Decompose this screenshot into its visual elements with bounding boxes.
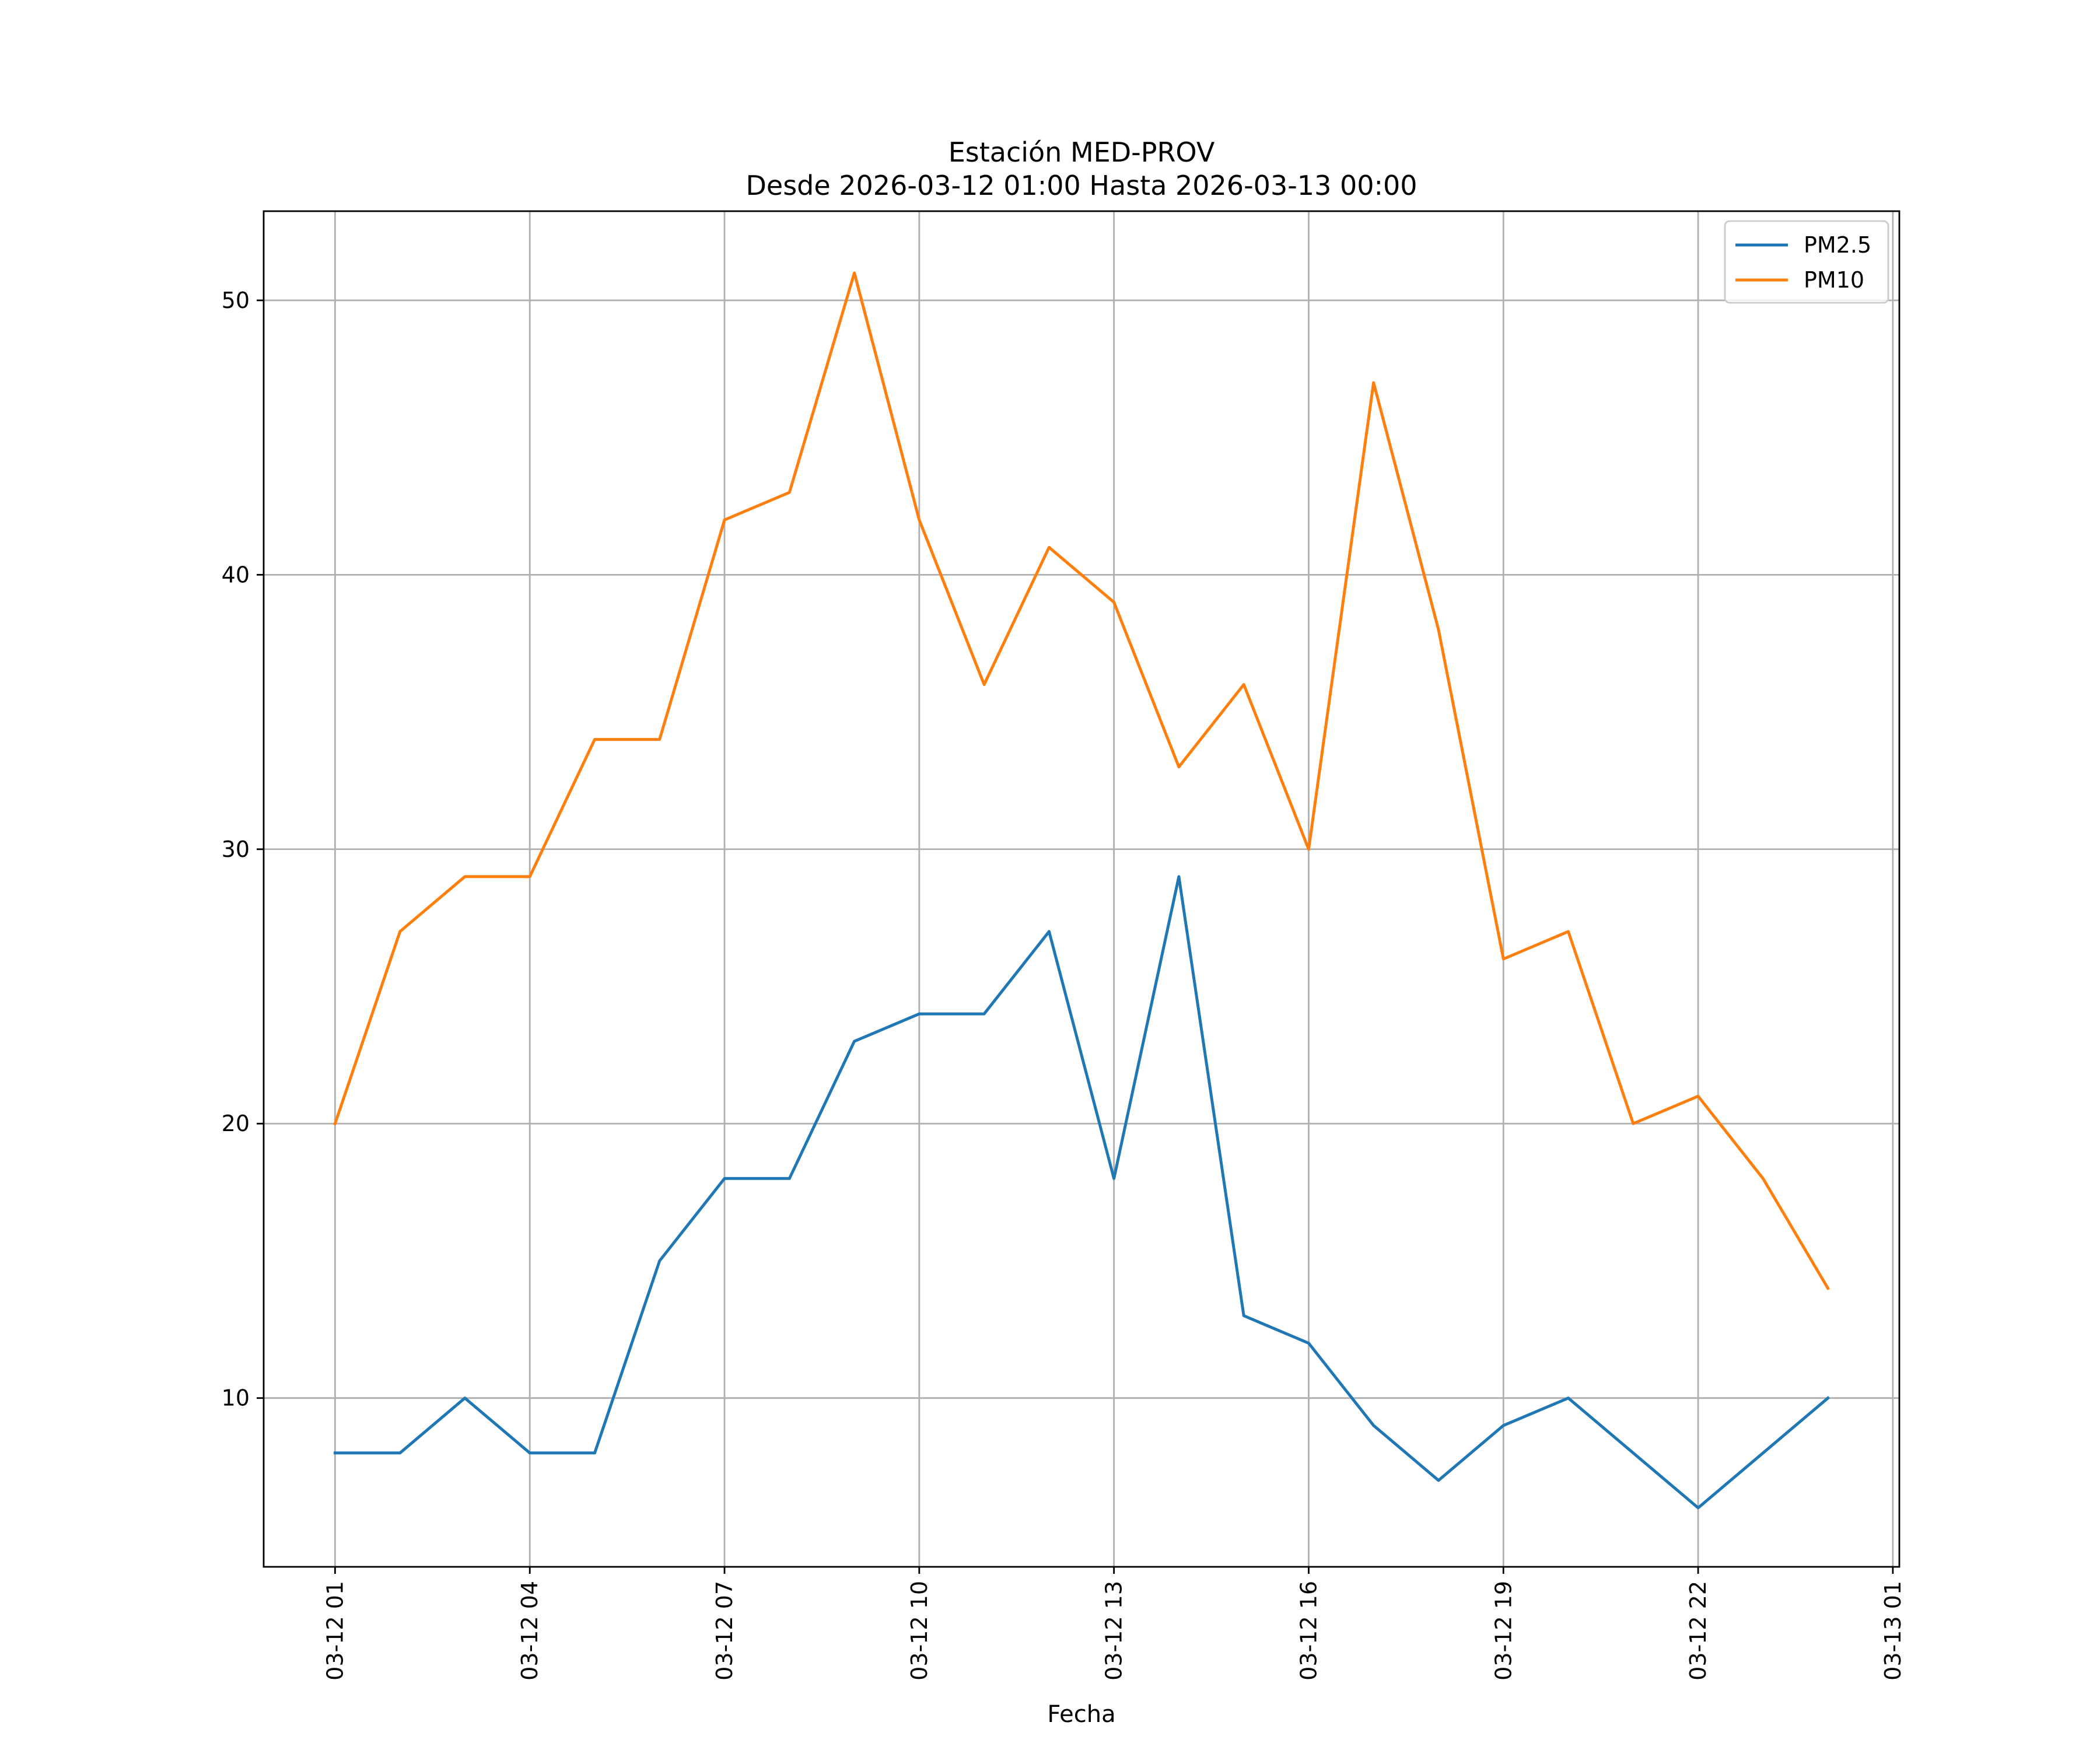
chart-subtitle: Desde 2026-03-12 01:00 Hasta 2026-03-13 … (746, 170, 1417, 201)
grid-layer (264, 211, 1899, 1567)
y-tick-label: 30 (222, 836, 250, 862)
series-layer (333, 271, 1831, 1510)
legend-label-pm2-5: PM2.5 (1804, 232, 1871, 258)
x-tick-label: 03-12 10 (907, 1581, 932, 1681)
y-tick-label: 40 (222, 562, 250, 587)
chart-title: Estación MED-PROV (949, 136, 1215, 168)
legend-label-pm10: PM10 (1804, 267, 1864, 293)
legend: PM2.5 PM10 (1724, 220, 1889, 304)
x-tick-label: 03-12 19 (1490, 1581, 1516, 1681)
plot-frame (262, 210, 1901, 1568)
ticks-layer: 03-12 01 03-12 04 03-12 07 03-12 10 03-12 13… (222, 288, 1906, 1681)
x-tick-label: 03-13 01 (1880, 1581, 1906, 1681)
x-tick-label: 03-12 01 (322, 1581, 348, 1681)
series-line-pm10 (333, 271, 1831, 1290)
x-tick-label: 03-12 22 (1685, 1581, 1711, 1681)
y-tick-label: 10 (222, 1385, 250, 1411)
series-line-pm2-5 (333, 875, 1831, 1510)
x-tick-label: 03-12 16 (1296, 1581, 1321, 1681)
legend-items: PM2.5 PM10 (1735, 232, 1871, 293)
x-tick-label: 03-12 04 (517, 1581, 542, 1681)
x-axis-label: Fecha (1047, 1701, 1115, 1728)
legend-box (1724, 220, 1889, 304)
y-tick-label: 50 (222, 288, 250, 313)
x-tick-label: 03-12 13 (1101, 1581, 1127, 1681)
x-tick-label: 03-12 07 (712, 1581, 737, 1681)
y-tick-label: 20 (222, 1111, 250, 1136)
